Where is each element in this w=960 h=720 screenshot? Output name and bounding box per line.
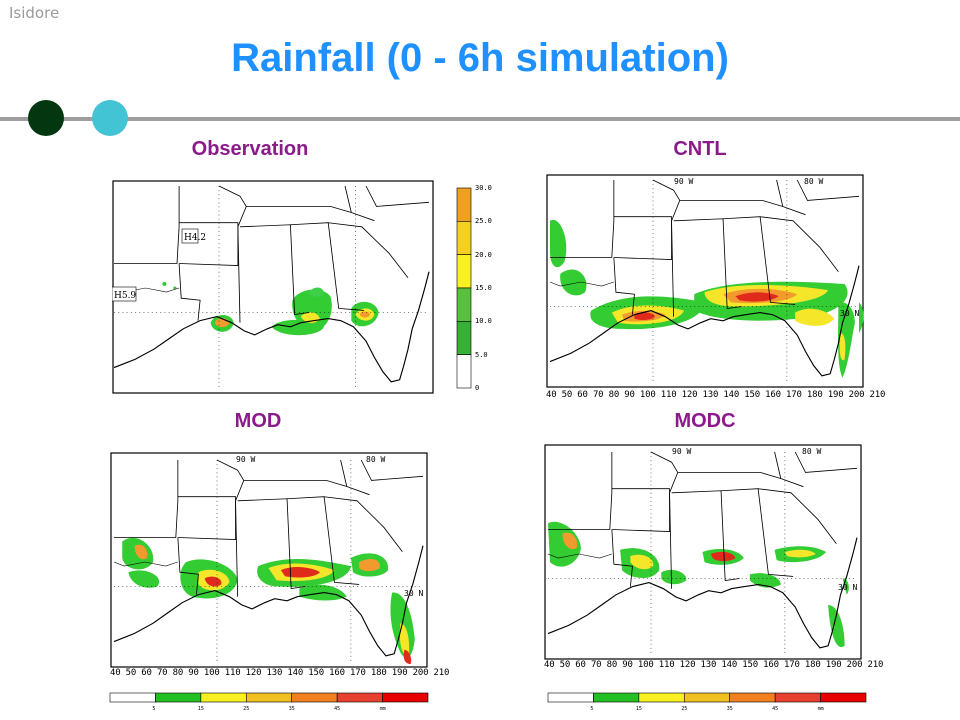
colorbar-label: 35 bbox=[727, 706, 733, 712]
mod-rain bbox=[122, 537, 415, 664]
cntl-map: 90 W 80 W 30 N bbox=[546, 174, 864, 388]
colorbar-band bbox=[291, 692, 338, 703]
colorbar-label: 45 bbox=[772, 706, 778, 712]
colorbar-label: 5 bbox=[152, 706, 155, 712]
mod-label: MOD bbox=[234, 410, 282, 432]
observation-colorbar-label: 20.0 bbox=[475, 250, 492, 259]
modc-grid-ticks: 40 50 60 70 80 90 100 110 120 130 140 15… bbox=[544, 660, 884, 670]
title-rule bbox=[0, 117, 960, 121]
observation-colorbar-band bbox=[456, 287, 472, 322]
svg-text:80 W: 80 W bbox=[366, 455, 385, 464]
cntl-label: CNTL bbox=[673, 138, 727, 160]
svg-text:30 N: 30 N bbox=[840, 309, 859, 318]
colorbar-label: 15 bbox=[198, 706, 204, 712]
colorbar-label: 45 bbox=[334, 706, 340, 712]
colorbar-label: 25 bbox=[681, 706, 687, 712]
observation-colorbar-label: 0 bbox=[475, 384, 480, 392]
colorbar-band bbox=[774, 692, 821, 703]
teal-dot bbox=[92, 100, 128, 136]
corner-label: Isidore bbox=[9, 4, 60, 22]
observation-colorbar-label: 10.0 bbox=[475, 317, 492, 326]
colorbar-label: mm bbox=[818, 706, 824, 712]
colorbar-band bbox=[729, 692, 776, 703]
station-h59: H5.9 bbox=[112, 286, 136, 302]
modc-colorbar: 5 15 25 35 45 mm bbox=[547, 692, 867, 712]
dark-green-dot bbox=[28, 100, 64, 136]
colorbar-band bbox=[683, 692, 731, 703]
observation-colorbar-band bbox=[456, 254, 472, 289]
colorbar-band bbox=[200, 692, 247, 703]
modc-label: MODC bbox=[674, 410, 736, 432]
svg-text:80 W: 80 W bbox=[804, 177, 823, 186]
cntl-rain bbox=[550, 219, 864, 378]
modc-map: 90 W 80 W 30 N bbox=[544, 444, 862, 660]
observation-colorbar-band bbox=[456, 187, 472, 222]
colorbar-band bbox=[547, 692, 594, 703]
colorbar-band bbox=[336, 692, 383, 703]
colorbar-band bbox=[109, 692, 156, 703]
svg-text:H5.9: H5.9 bbox=[114, 291, 136, 301]
observation-colorbar-label: 30.0 bbox=[475, 184, 492, 192]
colorbar-label: 25 bbox=[243, 706, 249, 712]
observation-colorbar bbox=[456, 186, 472, 396]
colorbar-band bbox=[245, 692, 293, 703]
colorbar-label: 15 bbox=[636, 706, 642, 712]
svg-text:H4.2: H4.2 bbox=[184, 233, 206, 243]
mod-colorbar: 5 15 25 35 45 mm bbox=[109, 692, 429, 712]
observation-colorbar-band bbox=[456, 221, 472, 255]
svg-text:90 W: 90 W bbox=[674, 177, 693, 186]
svg-text:30 N: 30 N bbox=[404, 589, 423, 598]
colorbar-band bbox=[820, 692, 867, 703]
colorbar-band bbox=[382, 692, 429, 703]
svg-text:90 W: 90 W bbox=[672, 447, 691, 456]
slide-title: Rainfall (0 - 6h simulation) bbox=[231, 36, 729, 80]
station-h42: H4.2 bbox=[181, 228, 206, 244]
colorbar-band bbox=[593, 692, 640, 703]
svg-text:80 W: 80 W bbox=[802, 447, 821, 456]
colorbar-label: 35 bbox=[289, 706, 295, 712]
cntl-grid-ticks: 40 50 60 70 80 90 100 110 120 130 140 15… bbox=[546, 390, 886, 400]
observation-colorbar-label: 5.0 bbox=[475, 350, 488, 359]
svg-text:90 W: 90 W bbox=[236, 455, 255, 464]
observation-colorbar-band bbox=[456, 321, 472, 355]
observation-rain bbox=[162, 281, 379, 336]
observation-label: Observation bbox=[191, 138, 309, 160]
colorbar-band bbox=[638, 692, 685, 703]
colorbar-label: 5 bbox=[590, 706, 593, 712]
observation-colorbar-label: 15.0 bbox=[475, 284, 492, 292]
svg-text:30 N: 30 N bbox=[838, 583, 857, 592]
observation-colorbar-band bbox=[456, 354, 472, 389]
mod-map: 90 W 80 W 30 N bbox=[110, 452, 428, 668]
observation-colorbar-label: 25.0 bbox=[475, 217, 492, 226]
colorbar-band bbox=[155, 692, 202, 703]
observation-map: H4.2 H5.9 bbox=[112, 180, 434, 394]
colorbar-label: mm bbox=[380, 706, 386, 712]
mod-grid-ticks: 40 50 60 70 80 90 100 110 120 130 140 15… bbox=[110, 668, 450, 678]
